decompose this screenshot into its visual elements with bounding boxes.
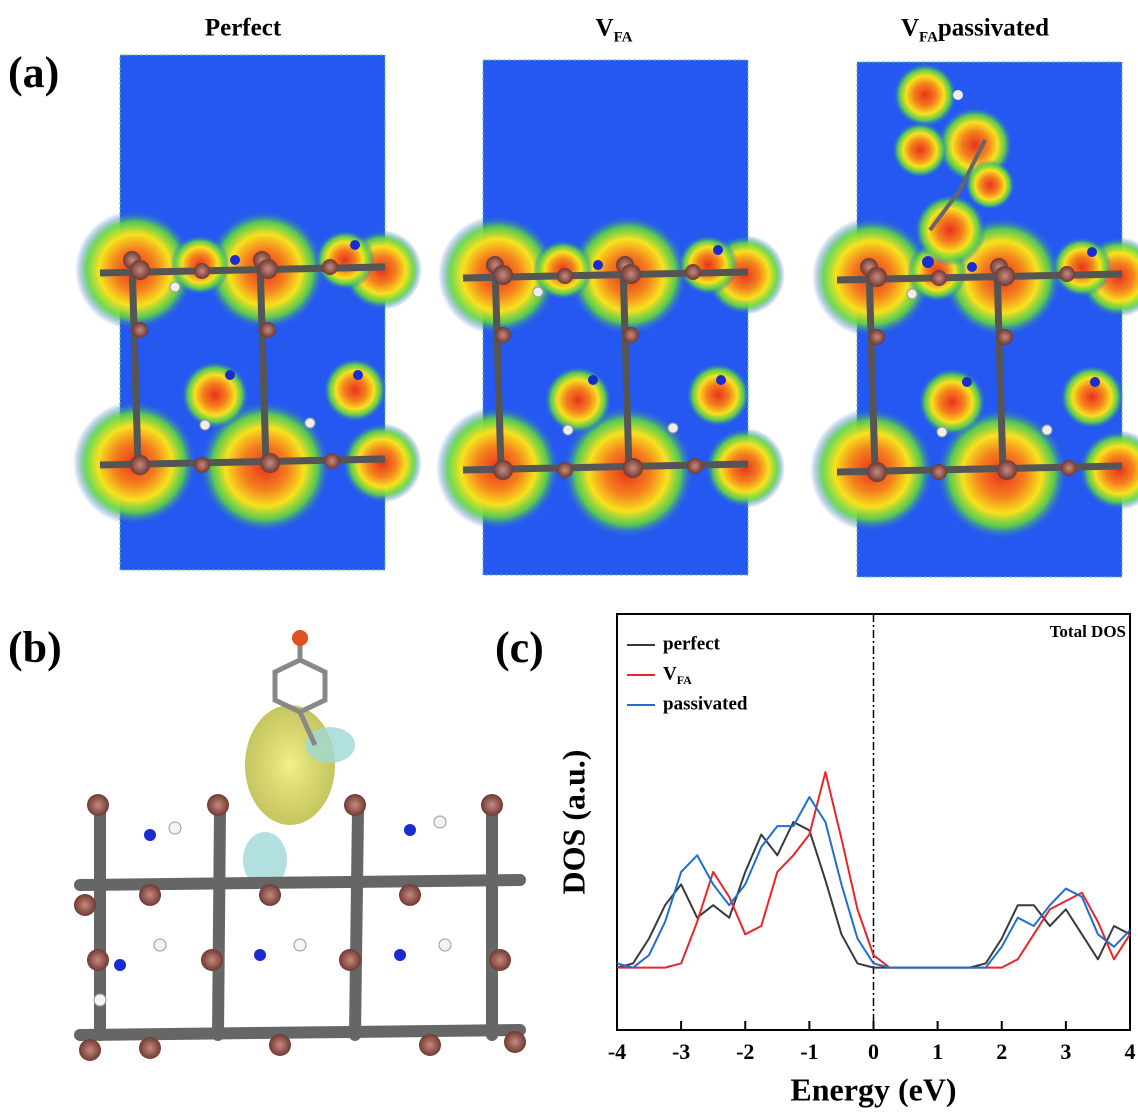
dos-curve bbox=[617, 771, 1131, 969]
panel-label: (b) bbox=[8, 623, 62, 672]
x-tick-label: 2 bbox=[996, 1039, 1007, 1064]
molecule-density bbox=[892, 63, 1015, 268]
panel-a: (a) bbox=[8, 48, 1138, 577]
dos-curve bbox=[616, 796, 1131, 969]
x-axis-label: Energy (eV) bbox=[790, 1071, 956, 1107]
charge-density-map bbox=[73, 55, 422, 570]
panel-title: V bbox=[596, 15, 614, 42]
panel-title: passivated bbox=[938, 15, 1049, 42]
charge-density-map bbox=[436, 60, 785, 575]
x-tick-label: -4 bbox=[608, 1039, 626, 1064]
x-tick-label: 4 bbox=[1125, 1039, 1136, 1064]
panel-title: V bbox=[901, 15, 919, 42]
x-tick-label: 3 bbox=[1060, 1039, 1071, 1064]
panel-title: FA bbox=[919, 29, 938, 45]
x-tick-label: -3 bbox=[672, 1039, 690, 1064]
panel-title: Perfect bbox=[205, 15, 282, 42]
y-axis-label: DOS (a.u.) bbox=[555, 750, 591, 895]
annotation: Total DOS bbox=[1050, 622, 1126, 641]
x-tick-label: -1 bbox=[800, 1039, 818, 1064]
legend-label: FA bbox=[677, 673, 692, 687]
x-tick-label: 1 bbox=[932, 1039, 943, 1064]
panel-title: FA bbox=[614, 29, 633, 45]
x-tick-label: 0 bbox=[868, 1039, 879, 1064]
x-tick-label: -2 bbox=[736, 1039, 754, 1064]
legend-label: perfect bbox=[663, 633, 721, 654]
panel-label: (c) bbox=[495, 623, 544, 672]
structure-illustration bbox=[74, 630, 526, 1061]
panel-b: (b) bbox=[8, 623, 526, 1061]
legend-label: V bbox=[663, 663, 677, 684]
panel-label: (a) bbox=[8, 48, 59, 97]
legend-label: passivated bbox=[663, 693, 748, 714]
